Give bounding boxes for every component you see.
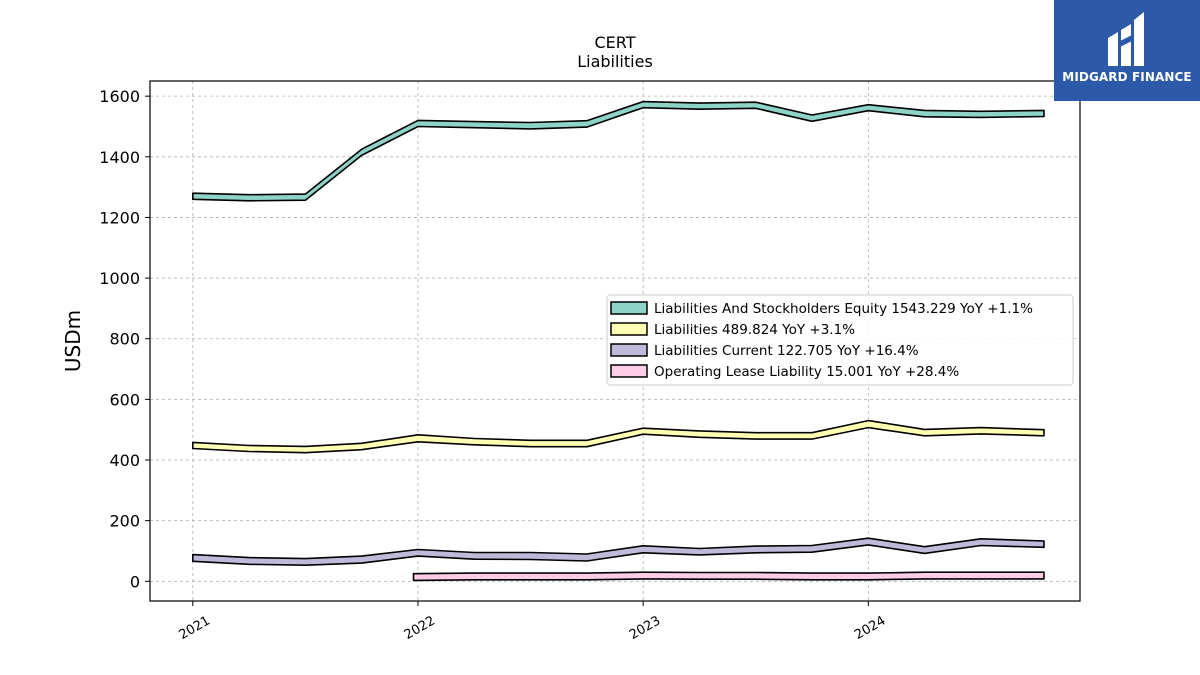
y-tick-label: 200 [109, 512, 140, 531]
x-tick-label: 2021 [177, 613, 213, 643]
y-tick-label: 1000 [99, 269, 140, 288]
chart-title: CERT [594, 33, 635, 52]
y-tick-label: 1200 [99, 208, 140, 227]
y-tick-label: 400 [109, 451, 140, 470]
midgard-finance-logo: MIDGARD FINANCE [1054, 0, 1200, 101]
y-tick-label: 1600 [99, 87, 140, 106]
x-tick-label: 2023 [627, 613, 663, 643]
y-axis-label: USDm [61, 310, 85, 372]
series-area-2 [192, 419, 1045, 454]
legend: Liabilities And Stockholders Equity 1543… [606, 294, 1074, 386]
x-axis-ticks: 2021 2022 2023 2024 [177, 601, 888, 643]
y-tick-label: 0 [130, 572, 140, 591]
series-area-3 [192, 537, 1045, 567]
legend-label: Operating Lease Liability 15.001 YoY +28… [654, 364, 959, 380]
legend-swatch [610, 364, 648, 378]
chart-subtitle: Liabilities [577, 52, 653, 71]
logo-text: MIDGARD FINANCE [1062, 70, 1192, 84]
y-tick-label: 800 [109, 330, 140, 349]
plot-frame [149, 80, 1081, 602]
legend-box [606, 294, 1074, 386]
series-areas [192, 100, 1045, 582]
y-tick-label: 600 [109, 390, 140, 409]
x-tick-label: 2022 [402, 613, 438, 643]
legend-label: Liabilities And Stockholders Equity 1543… [654, 301, 1033, 317]
series-area-1 [192, 100, 1045, 202]
legend-label: Liabilities 489.824 YoY +3.1% [654, 322, 855, 338]
legend-swatch [610, 301, 648, 315]
series-area-4 [412, 571, 1045, 582]
x-tick-label: 2024 [852, 613, 888, 643]
legend-swatch [610, 322, 648, 336]
legend-label: Liabilities Current 122.705 YoY +16.4% [654, 343, 919, 359]
legend-swatch [610, 343, 648, 357]
y-tick-label: 1400 [99, 148, 140, 167]
midgard-logo-icon [1108, 12, 1144, 66]
y-axis-ticks: 0 200 400 600 800 1000 1200 1400 1600 [99, 87, 150, 591]
